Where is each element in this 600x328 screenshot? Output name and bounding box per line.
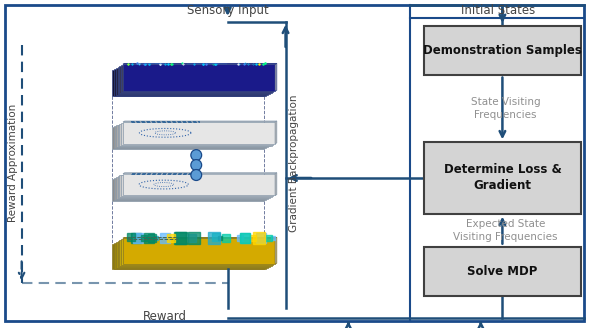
Polygon shape bbox=[116, 242, 268, 268]
Text: Demonstration Samples: Demonstration Samples bbox=[423, 44, 582, 57]
Polygon shape bbox=[123, 121, 277, 122]
Text: State Visiting
Frequencies: State Visiting Frequencies bbox=[470, 97, 540, 120]
Polygon shape bbox=[121, 123, 273, 145]
Polygon shape bbox=[119, 175, 272, 197]
Bar bbox=[424, 142, 581, 214]
Polygon shape bbox=[114, 126, 266, 148]
Text: Solve MDP: Solve MDP bbox=[467, 265, 538, 278]
Polygon shape bbox=[112, 70, 265, 96]
Polygon shape bbox=[123, 173, 277, 174]
Polygon shape bbox=[116, 68, 268, 95]
Polygon shape bbox=[275, 63, 277, 91]
Text: Gradient Backpropagation: Gradient Backpropagation bbox=[289, 94, 299, 232]
Text: Sensory Input: Sensory Input bbox=[187, 5, 269, 17]
Polygon shape bbox=[118, 67, 270, 94]
Polygon shape bbox=[118, 176, 270, 198]
Polygon shape bbox=[123, 174, 275, 195]
Text: Determine Loss &
Gradient: Determine Loss & Gradient bbox=[443, 163, 561, 193]
Bar bbox=[424, 26, 581, 74]
Polygon shape bbox=[123, 238, 275, 264]
Text: Initial States: Initial States bbox=[461, 5, 536, 17]
Polygon shape bbox=[123, 63, 277, 64]
Polygon shape bbox=[119, 66, 272, 93]
Polygon shape bbox=[123, 63, 277, 64]
Polygon shape bbox=[118, 125, 270, 147]
Polygon shape bbox=[275, 121, 277, 144]
Polygon shape bbox=[121, 174, 273, 196]
Polygon shape bbox=[112, 179, 265, 201]
Polygon shape bbox=[116, 177, 268, 199]
Polygon shape bbox=[114, 243, 266, 269]
Polygon shape bbox=[114, 69, 266, 95]
Polygon shape bbox=[119, 240, 272, 266]
Polygon shape bbox=[123, 122, 275, 144]
Polygon shape bbox=[123, 64, 275, 91]
Polygon shape bbox=[123, 237, 277, 238]
Polygon shape bbox=[121, 65, 273, 92]
Text: Reward: Reward bbox=[143, 310, 187, 323]
Polygon shape bbox=[116, 126, 268, 147]
Polygon shape bbox=[114, 178, 266, 200]
Polygon shape bbox=[121, 239, 273, 265]
Text: Expected State
Visiting Frequencies: Expected State Visiting Frequencies bbox=[453, 219, 557, 242]
Polygon shape bbox=[119, 124, 272, 146]
Polygon shape bbox=[118, 241, 270, 267]
Polygon shape bbox=[112, 244, 265, 270]
Circle shape bbox=[191, 160, 202, 171]
Bar bbox=[424, 247, 581, 296]
Polygon shape bbox=[123, 237, 277, 238]
Polygon shape bbox=[112, 127, 265, 149]
Circle shape bbox=[191, 170, 202, 180]
Polygon shape bbox=[275, 173, 277, 195]
Polygon shape bbox=[275, 237, 277, 264]
Text: Reward Approximation: Reward Approximation bbox=[8, 104, 18, 222]
Circle shape bbox=[191, 150, 202, 161]
